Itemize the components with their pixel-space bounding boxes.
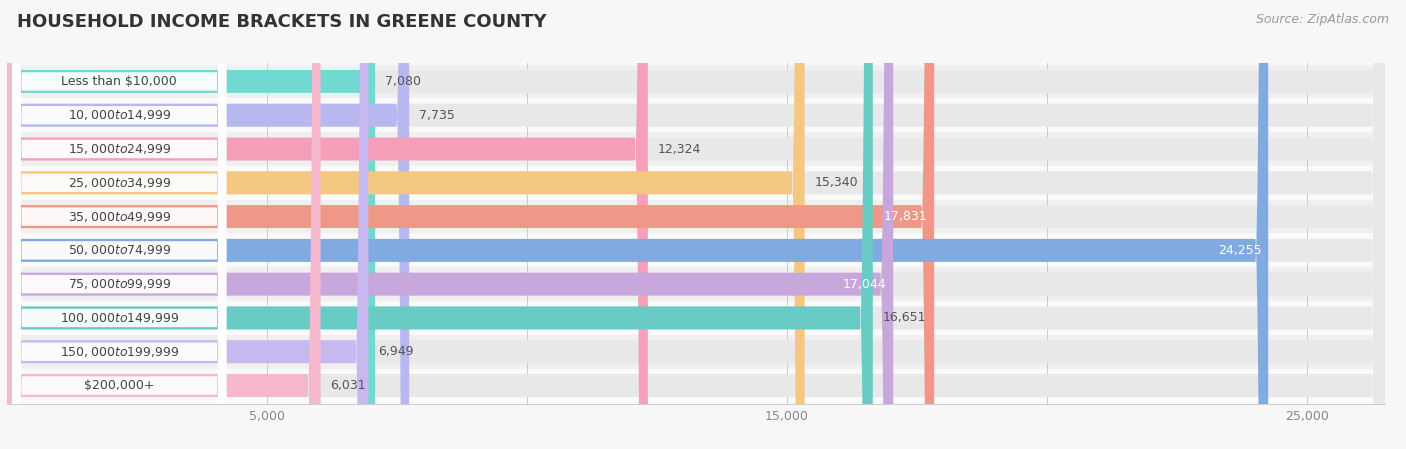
Text: Less than $10,000: Less than $10,000 [62, 75, 177, 88]
FancyBboxPatch shape [7, 0, 1385, 449]
FancyBboxPatch shape [13, 0, 226, 449]
Text: $50,000 to $74,999: $50,000 to $74,999 [67, 243, 172, 257]
Text: 7,080: 7,080 [385, 75, 420, 88]
FancyBboxPatch shape [7, 166, 1385, 200]
FancyBboxPatch shape [13, 0, 226, 449]
FancyBboxPatch shape [13, 0, 226, 449]
FancyBboxPatch shape [7, 233, 1385, 267]
Text: $100,000 to $149,999: $100,000 to $149,999 [59, 311, 179, 325]
FancyBboxPatch shape [7, 301, 1385, 335]
FancyBboxPatch shape [7, 0, 375, 449]
FancyBboxPatch shape [13, 0, 226, 449]
FancyBboxPatch shape [7, 0, 1268, 449]
FancyBboxPatch shape [7, 0, 1385, 449]
FancyBboxPatch shape [7, 0, 1385, 449]
FancyBboxPatch shape [7, 0, 648, 449]
FancyBboxPatch shape [7, 132, 1385, 166]
FancyBboxPatch shape [7, 65, 1385, 98]
Text: $200,000+: $200,000+ [84, 379, 155, 392]
Text: $35,000 to $49,999: $35,000 to $49,999 [67, 210, 172, 224]
FancyBboxPatch shape [13, 0, 226, 449]
FancyBboxPatch shape [13, 0, 226, 449]
Text: 6,031: 6,031 [330, 379, 366, 392]
Text: 15,340: 15,340 [814, 176, 858, 189]
Text: Source: ZipAtlas.com: Source: ZipAtlas.com [1256, 13, 1389, 26]
FancyBboxPatch shape [7, 0, 1385, 449]
FancyBboxPatch shape [7, 0, 1385, 449]
FancyBboxPatch shape [7, 0, 804, 449]
Text: HOUSEHOLD INCOME BRACKETS IN GREENE COUNTY: HOUSEHOLD INCOME BRACKETS IN GREENE COUN… [17, 13, 547, 31]
FancyBboxPatch shape [7, 98, 1385, 132]
FancyBboxPatch shape [7, 0, 1385, 449]
FancyBboxPatch shape [7, 0, 1385, 449]
Text: $75,000 to $99,999: $75,000 to $99,999 [67, 277, 172, 291]
Text: 7,735: 7,735 [419, 109, 454, 122]
FancyBboxPatch shape [7, 0, 934, 449]
FancyBboxPatch shape [7, 0, 409, 449]
FancyBboxPatch shape [7, 0, 893, 449]
Text: 17,831: 17,831 [883, 210, 928, 223]
FancyBboxPatch shape [13, 0, 226, 449]
Text: 12,324: 12,324 [658, 142, 700, 155]
FancyBboxPatch shape [7, 0, 368, 449]
FancyBboxPatch shape [7, 0, 1385, 449]
Text: 6,949: 6,949 [378, 345, 413, 358]
FancyBboxPatch shape [7, 0, 1385, 449]
FancyBboxPatch shape [7, 0, 321, 449]
Text: 17,044: 17,044 [842, 277, 886, 291]
FancyBboxPatch shape [7, 369, 1385, 402]
FancyBboxPatch shape [7, 0, 873, 449]
Text: $15,000 to $24,999: $15,000 to $24,999 [67, 142, 172, 156]
Text: 16,651: 16,651 [883, 312, 927, 325]
FancyBboxPatch shape [7, 200, 1385, 233]
FancyBboxPatch shape [7, 0, 1385, 449]
Text: $25,000 to $34,999: $25,000 to $34,999 [67, 176, 172, 190]
FancyBboxPatch shape [13, 0, 226, 449]
Text: $150,000 to $199,999: $150,000 to $199,999 [59, 345, 179, 359]
FancyBboxPatch shape [13, 0, 226, 449]
Text: $10,000 to $14,999: $10,000 to $14,999 [67, 108, 172, 122]
Text: 24,255: 24,255 [1218, 244, 1261, 257]
FancyBboxPatch shape [13, 0, 226, 449]
FancyBboxPatch shape [7, 267, 1385, 301]
FancyBboxPatch shape [7, 335, 1385, 369]
